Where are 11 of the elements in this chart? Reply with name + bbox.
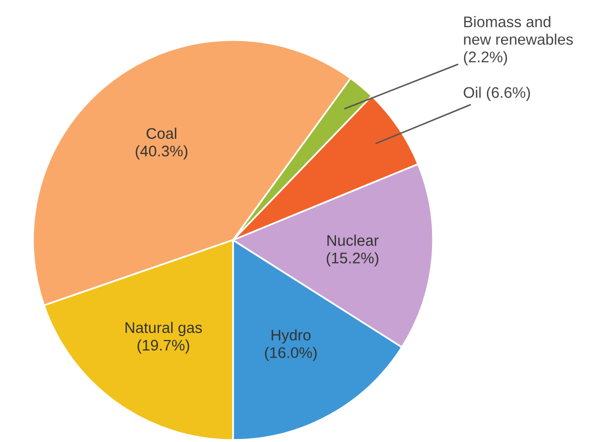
- slice-label: Natural gas: [126, 322, 202, 336]
- data-label: (2.2%): [464, 51, 508, 66]
- data-label: (40.3%): [136, 145, 188, 160]
- data-label: (16.0%): [265, 346, 317, 362]
- data-label: (15.2%): [326, 252, 378, 266]
- slice-label: Nuclear: [327, 234, 379, 246]
- slice-label: Coal: [146, 128, 176, 139]
- slice-label: Hydro: [272, 329, 311, 344]
- data-label: (19.7%): [138, 339, 190, 354]
- slice-label: Biomass and new renewables: [464, 16, 573, 45]
- slice-label: Oil (6.6%): [464, 86, 530, 101]
